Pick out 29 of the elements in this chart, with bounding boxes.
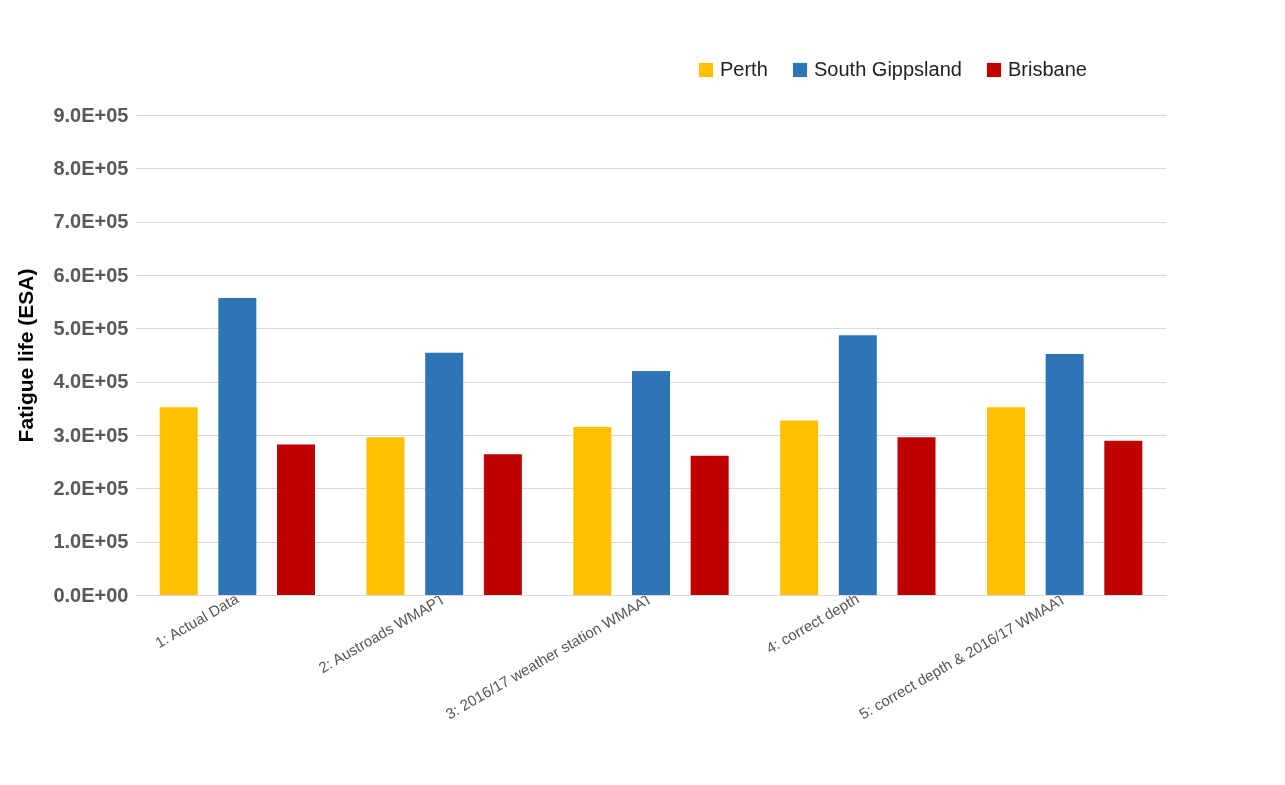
legend-label: Brisbane (1008, 58, 1087, 80)
bar (838, 335, 877, 595)
bar (573, 427, 612, 595)
y-tick-label: 1.0E+05 (53, 530, 129, 553)
bar (159, 407, 198, 595)
bar (897, 437, 936, 595)
y-tick-label: 5.0E+05 (53, 316, 129, 339)
legend-label: South Gippsland (814, 58, 962, 80)
bar (1045, 353, 1084, 595)
y-tick-label: 2.0E+05 (53, 476, 129, 499)
y-tick-label: 9.0E+05 (53, 103, 129, 126)
y-tick-label: 7.0E+05 (53, 210, 129, 233)
legend-label: Perth (720, 58, 768, 80)
y-tick-label: 6.0E+05 (53, 263, 129, 286)
bar (425, 352, 464, 595)
bar (366, 437, 405, 595)
bar (1104, 440, 1143, 595)
y-axis-title: Fatigue life (ESA) (14, 268, 38, 443)
bar (632, 371, 670, 595)
bar (277, 444, 316, 595)
bar (218, 297, 257, 595)
y-tick-label: 4.0E+05 (53, 370, 129, 393)
y-tick-label: 0.0E+00 (53, 583, 129, 606)
bar (483, 454, 522, 595)
y-tick-label: 8.0E+05 (53, 156, 129, 179)
bar (986, 407, 1025, 595)
bar (780, 420, 819, 595)
y-tick-label: 3.0E+05 (53, 423, 129, 446)
bar (690, 455, 729, 595)
